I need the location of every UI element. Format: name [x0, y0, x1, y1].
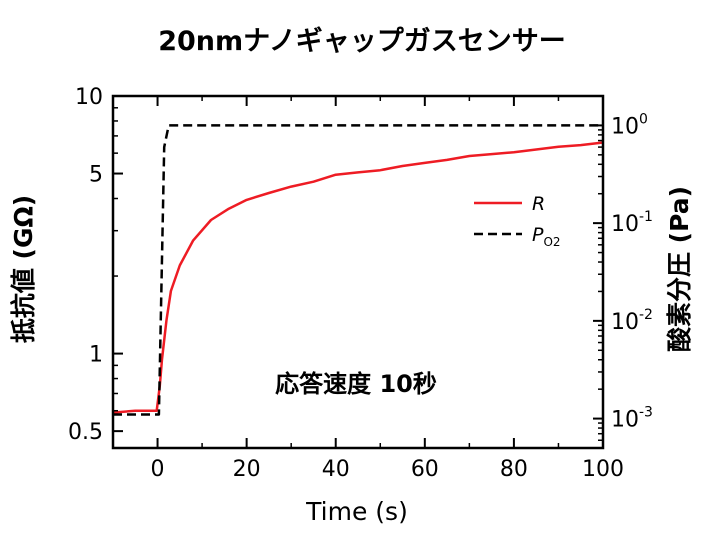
x-tick-label: 0 [151, 457, 165, 482]
y-left-tick-label: 5 [89, 163, 103, 188]
y-left-tick-label: 1 [89, 343, 103, 368]
series-layer [112, 124, 604, 416]
x-axis-label: Time (s) [305, 497, 408, 526]
oxygen-pressure-line [113, 124, 603, 416]
x-tick-label: 100 [582, 457, 624, 482]
y-left-tick-label: 0.5 [68, 420, 103, 445]
legend: R PO2 [474, 193, 561, 249]
x-tick-label: 80 [500, 457, 528, 482]
y-right-tick-label: 10-1 [611, 209, 653, 237]
x-tick-label: 40 [322, 457, 350, 482]
response-speed-annotation: 応答速度 10秒 [275, 370, 437, 398]
x-tick-label: 20 [233, 457, 261, 482]
y-axis-label-right: 酸素分圧 (Pa) [665, 186, 694, 352]
y-left-tick-label: 10 [75, 85, 103, 110]
legend-label-po2-sub: O2 [543, 235, 560, 249]
y-right-tick-label: 100 [611, 111, 648, 139]
legend-label-po2: PO2 [532, 224, 561, 249]
y-right-tick-label: 10-3 [611, 405, 653, 433]
resistance-line [112, 141, 604, 414]
x-tick-label: 60 [411, 457, 439, 482]
chart-title: 20nmナノギャップガスセンサー [158, 26, 566, 57]
y-axis-label-left: 抵抗値 (GΩ) [9, 195, 38, 343]
legend-label-r: R [532, 193, 545, 215]
ticks-layer: 0 20 40 60 80 100 0.5 1 5 10 10-3 10-2 10-1 100 [68, 85, 653, 482]
plot-frame [111, 94, 605, 450]
y-right-tick-label: 10-2 [611, 307, 653, 335]
